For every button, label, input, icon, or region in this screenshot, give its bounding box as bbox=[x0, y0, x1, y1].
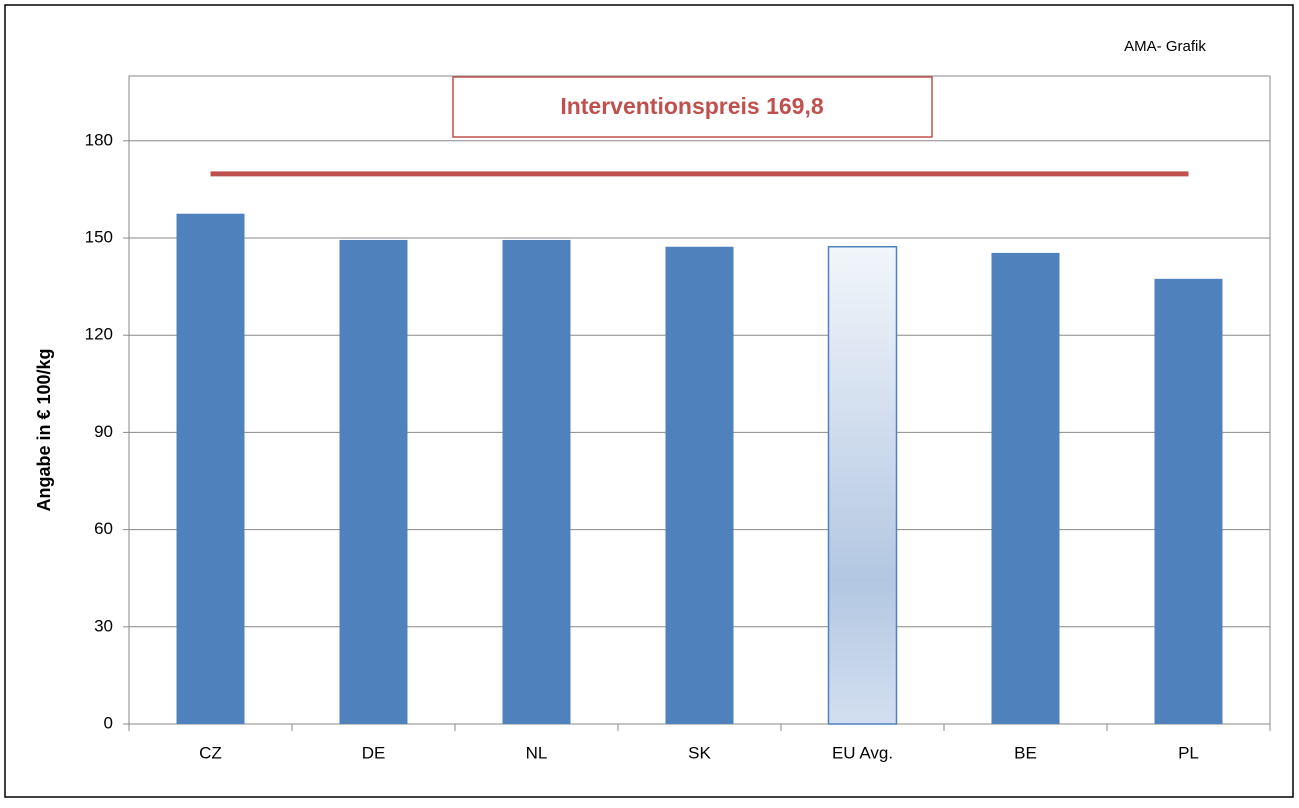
x-tick-label: EU Avg. bbox=[832, 743, 893, 762]
bar bbox=[1154, 278, 1223, 724]
bar bbox=[339, 239, 408, 724]
x-tick-label: DE bbox=[362, 743, 386, 762]
y-tick-label: 120 bbox=[85, 325, 113, 344]
bar bbox=[665, 246, 734, 725]
y-axis-label: Angabe in € 100/kg bbox=[34, 348, 54, 511]
bar bbox=[827, 245, 898, 725]
y-tick-label: 180 bbox=[85, 130, 113, 149]
y-tick-label: 90 bbox=[94, 422, 113, 441]
bar bbox=[176, 213, 245, 724]
x-tick-label: PL bbox=[1178, 743, 1199, 762]
bar bbox=[502, 239, 571, 724]
x-tick-label: BE bbox=[1014, 743, 1037, 762]
y-tick-label: 60 bbox=[94, 519, 113, 538]
bar bbox=[991, 252, 1060, 725]
y-tick-label: 0 bbox=[104, 713, 113, 732]
y-tick-label: 30 bbox=[94, 616, 113, 635]
reference-label: Interventionspreis 169,8 bbox=[560, 93, 824, 119]
x-tick-label: CZ bbox=[199, 743, 222, 762]
x-tick-label: NL bbox=[526, 743, 548, 762]
source-label: AMA- Grafik bbox=[1124, 38, 1206, 55]
x-tick-label: SK bbox=[688, 743, 711, 762]
y-tick-label: 150 bbox=[85, 227, 113, 246]
reference-label-box bbox=[452, 76, 933, 138]
